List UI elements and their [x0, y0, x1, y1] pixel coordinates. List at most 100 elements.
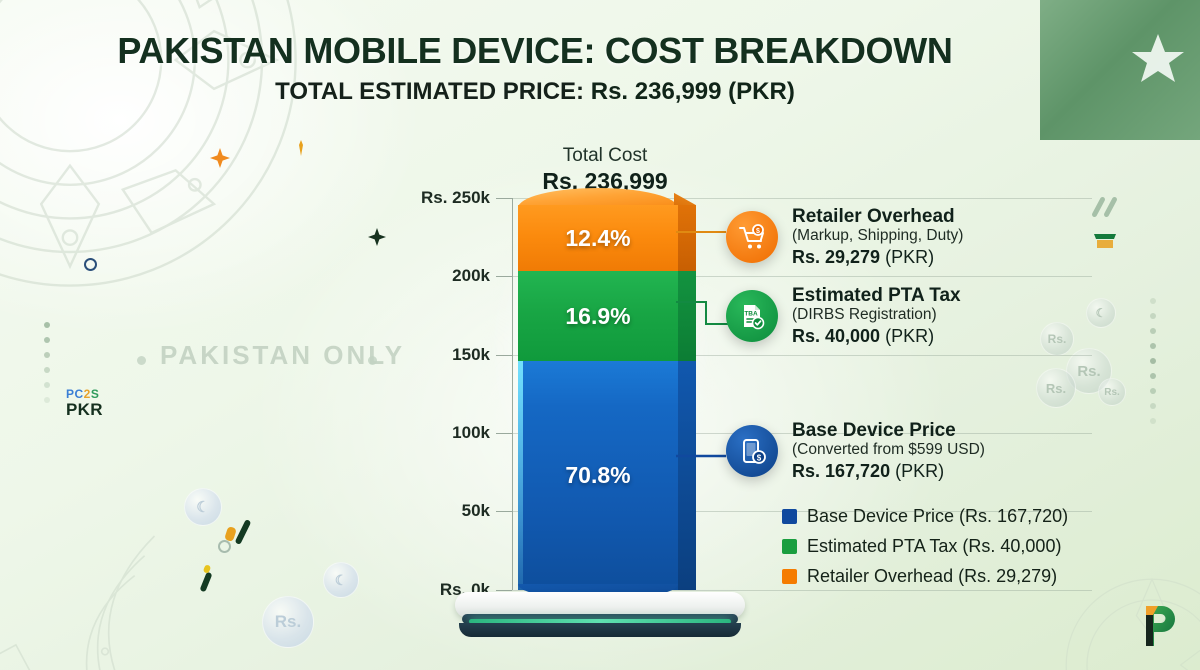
gridline: [512, 276, 1092, 277]
decor-dot-column-left: [44, 322, 50, 403]
watermark-dot: [137, 356, 146, 365]
crescent-star-icon: [1073, 15, 1184, 132]
y-axis-tick-label: 50k: [461, 501, 490, 520]
subtitle-value: Rs. 236,999 (PKR): [590, 78, 795, 105]
subtitle-prefix: TOTAL ESTIMATED PRICE:: [275, 78, 585, 105]
shopping-cart-dollar-icon: $: [726, 211, 778, 264]
callout-currency: (PKR): [885, 247, 935, 268]
callout-title: Base Device Price: [792, 420, 956, 441]
legend-swatch: [782, 539, 797, 554]
callout-retailer-overhead[interactable]: $ Retailer Overhead (Markup, Shipping, D…: [726, 206, 963, 269]
callout-note: (Markup, Shipping, Duty): [792, 227, 964, 245]
segment-side: [678, 205, 696, 271]
y-axis-tick-label: 100k: [452, 423, 490, 442]
gridline: [512, 433, 1092, 434]
pedestal-base: [459, 623, 741, 637]
bar-segment-retailer-overhead[interactable]: 12.4%: [518, 205, 696, 271]
y-axis-tick-label: Rs. 250k: [421, 188, 490, 207]
legend-label: Base Device Price (Rs. 167,720): [807, 506, 1069, 526]
tick-mark: [496, 590, 512, 591]
pedestal-glow-strip: [469, 619, 731, 624]
watermark-text: PAKISTAN ONLY: [160, 340, 406, 370]
bar-segment-base-device-price[interactable]: 70.8%: [518, 361, 696, 600]
callout-title: Estimated PTA Tax: [792, 285, 961, 306]
segment-percent-label: 12.4%: [565, 224, 631, 251]
gridline: [512, 590, 1092, 591]
callout-amount-row: Rs. 29,279 (PKR): [792, 247, 963, 269]
segment-edge-highlight: [518, 361, 523, 590]
watermark-dot: [368, 356, 377, 365]
bar-segment-pta-tax[interactable]: 16.9%: [518, 271, 696, 361]
decor-dot-column-right: [1150, 298, 1156, 424]
gridline: [512, 355, 1092, 356]
callout-amount: Rs. 29,279: [792, 247, 881, 268]
pakistan-flag-corner: [1040, 0, 1200, 140]
decor-ring: [84, 258, 97, 271]
tick-mark: [496, 355, 512, 356]
segment-face: [518, 361, 678, 590]
segment-face: [518, 271, 678, 361]
svg-text:$: $: [756, 228, 760, 235]
y-axis-tick-label: 150k: [452, 345, 490, 364]
header: PAKISTAN MOBILE DEVICE: COST BREAKDOWN T…: [0, 30, 1070, 106]
segment-side: [678, 361, 696, 590]
segment-percent-label: 70.8%: [565, 462, 631, 488]
legend-item-base-device-price[interactable]: Base Device Price (Rs. 167,720): [782, 506, 1068, 527]
tax-document-check-icon: TBA: [726, 290, 778, 343]
brand-mark-line1: PC2S: [66, 387, 100, 401]
callout-base-device-price[interactable]: $ Base Device Price (Converted from $599…: [726, 420, 985, 483]
gridline: [512, 511, 1092, 512]
legend-swatch: [782, 509, 797, 524]
legend-item-pta-tax[interactable]: Estimated PTA Tax (Rs. 40,000): [782, 536, 1068, 557]
segment-face: [518, 205, 678, 271]
callout-text: Base Device Price (Converted from $599 U…: [792, 420, 985, 483]
decor-coin-crescent: ☾: [184, 488, 222, 526]
svg-text:TBA: TBA: [744, 311, 758, 318]
svg-text:$: $: [757, 454, 762, 463]
segment-percent-label: 16.9%: [565, 302, 631, 329]
bar-column: 12.4% 16.9% 70.8%: [518, 188, 696, 600]
callout-pta-tax[interactable]: TBA Estimated PTA Tax (DIRBS Registratio…: [726, 285, 961, 348]
callout-text: Retailer Overhead (Markup, Shipping, Dut…: [792, 206, 963, 269]
callout-amount: Rs. 40,000: [792, 326, 881, 347]
bar-top-cap: [518, 188, 678, 208]
legend-swatch: [782, 569, 797, 584]
brand-mark: PC2S PKR: [66, 388, 103, 418]
gridline: [512, 198, 1092, 199]
callout-currency: (PKR): [885, 326, 935, 347]
decor-coin-crescent: ☾: [1086, 298, 1116, 328]
decor-crescent: [286, 136, 308, 163]
callout-amount: Rs. 167,720: [792, 461, 891, 482]
callout-note: (DIRBS Registration): [792, 306, 937, 324]
callout-amount-row: Rs. 167,720 (PKR): [792, 461, 985, 483]
page-title: PAKISTAN MOBILE DEVICE: COST BREAKDOWN: [117, 30, 953, 71]
tick-mark: [496, 276, 512, 277]
tick-mark: [496, 433, 512, 434]
legend-label: Retailer Overhead (Rs. 29,279): [807, 566, 1058, 586]
brand-mark-line2: PKR: [66, 399, 103, 419]
decor-coin: Rs.: [1098, 378, 1126, 406]
total-cost-label: Total Cost: [562, 145, 648, 166]
y-axis-line: [512, 198, 513, 590]
page-subtitle: TOTAL ESTIMATED PRICE: Rs. 236,999 (PKR): [0, 78, 1070, 106]
bar-pedestal: [455, 592, 745, 637]
decor-coin: Rs.: [262, 596, 314, 648]
decor-coin: Rs.: [1040, 322, 1074, 356]
decor-coin: Rs.: [1036, 368, 1076, 408]
p-logo-icon: [1146, 606, 1175, 646]
decor-coin-crescent: ☾: [323, 562, 359, 598]
decor-shop-icon: [1092, 228, 1118, 255]
chart-legend: Base Device Price (Rs. 167,720) Estimate…: [782, 506, 1068, 596]
callout-text: Estimated PTA Tax (DIRBS Registration) R…: [792, 285, 961, 348]
segment-side: [678, 271, 696, 361]
tick-mark: [496, 511, 512, 512]
decor-sparkle: [368, 228, 386, 251]
legend-item-retailer-overhead[interactable]: Retailer Overhead (Rs. 29,279): [782, 566, 1068, 587]
tick-mark: [496, 198, 512, 199]
callout-title: Retailer Overhead: [792, 206, 955, 227]
phone-dollar-icon: $: [726, 425, 778, 478]
legend-label: Estimated PTA Tax (Rs. 40,000): [807, 536, 1062, 556]
decor-sparkle: [210, 148, 230, 173]
